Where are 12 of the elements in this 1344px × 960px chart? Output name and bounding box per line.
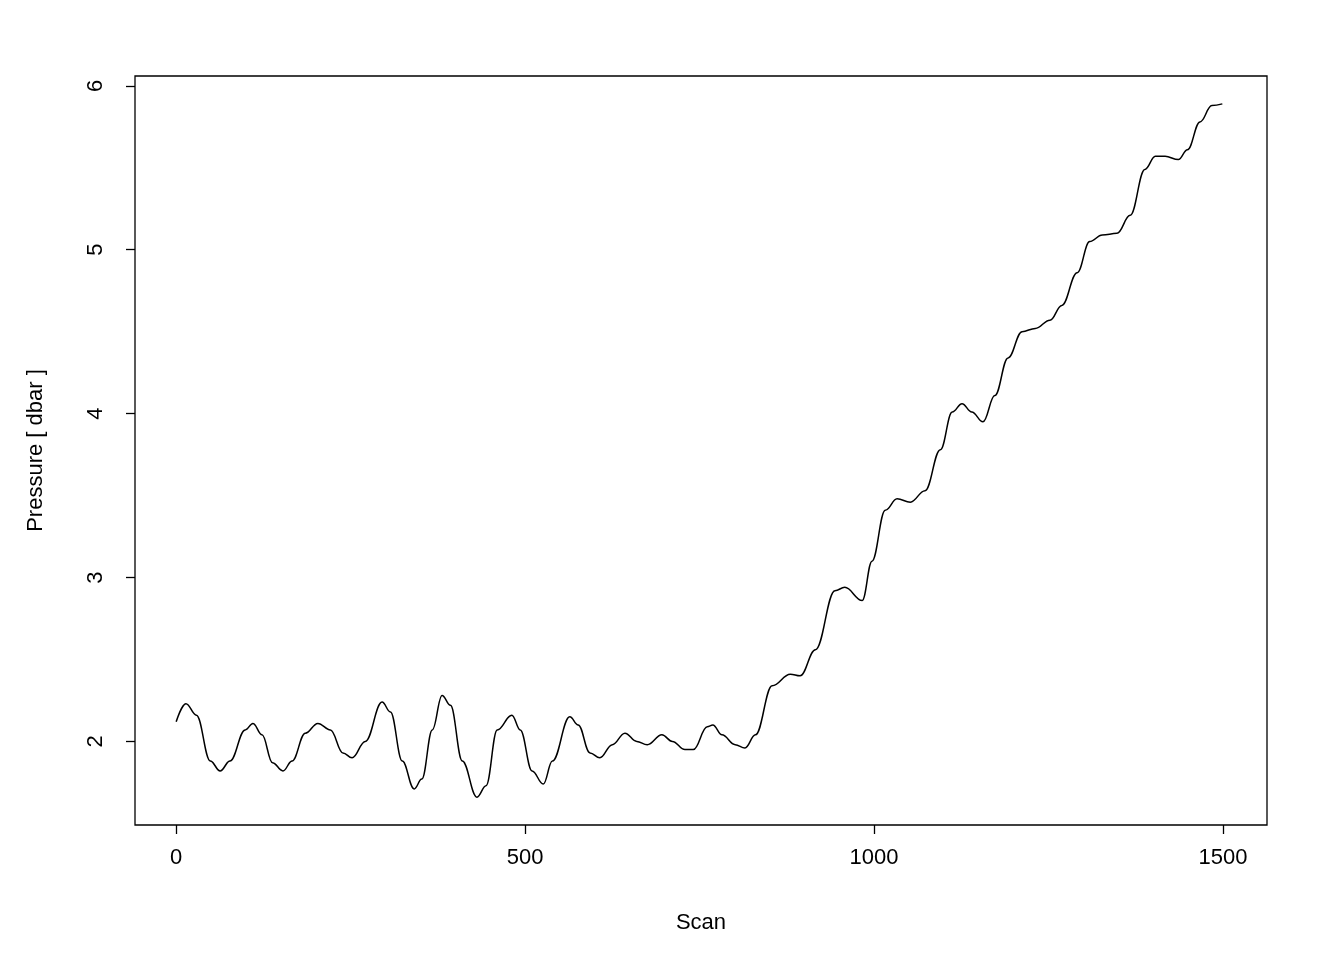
x-tick-label: 1000 (849, 843, 899, 869)
x-tick-label: 500 (506, 843, 544, 869)
x-tick-label: 1500 (1198, 843, 1248, 869)
y-tick-label: 5 (81, 243, 107, 256)
x-axis-title: Scan (675, 908, 727, 934)
line-series (175, 103, 1224, 798)
y-tick-label: 2 (81, 735, 107, 748)
y-tick-label: 3 (81, 571, 107, 584)
y-tick-label: 4 (81, 407, 107, 420)
y-tick-label: 6 (81, 79, 107, 92)
y-axis-title: Pressure [ dbar ] (21, 369, 47, 532)
x-tick-label: 0 (170, 843, 183, 869)
